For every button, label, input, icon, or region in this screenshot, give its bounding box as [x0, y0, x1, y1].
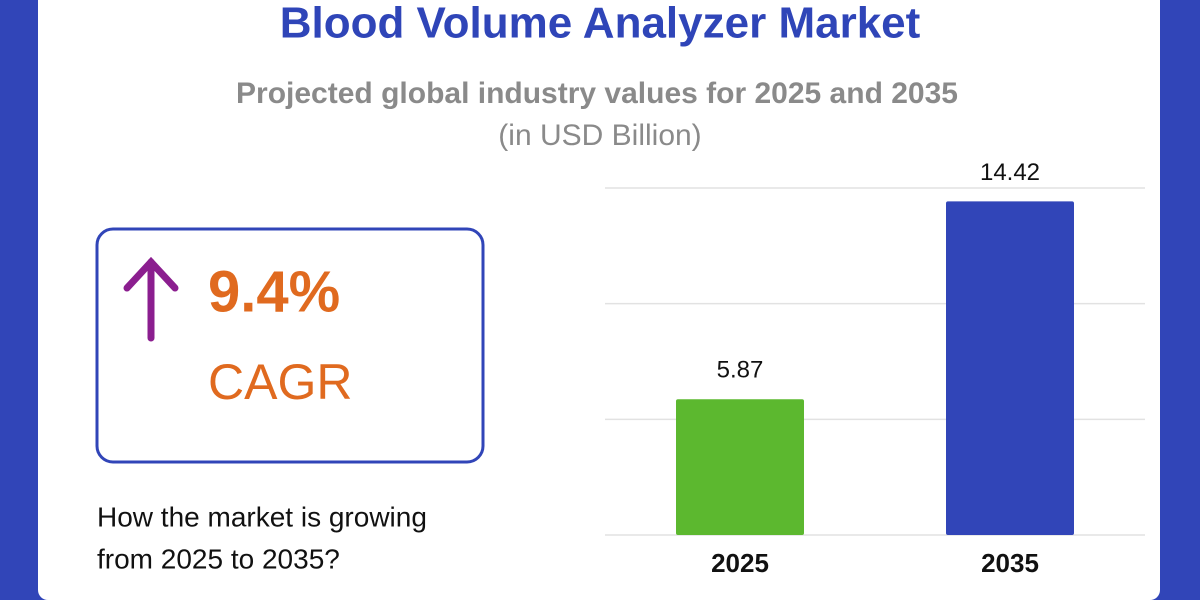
value-label: 14.42 — [980, 159, 1040, 186]
bar — [676, 399, 804, 535]
question-line: How the market is growing — [97, 501, 427, 532]
bar — [946, 201, 1074, 535]
up-arrow — [123, 256, 179, 342]
cagr-value: 9.4% — [208, 259, 340, 324]
unit: (in USD Billion) — [498, 119, 701, 152]
subtitle: Projected global industry values for 202… — [236, 77, 958, 110]
cagr-label: CAGR — [208, 354, 352, 410]
cagr-box — [95, 227, 485, 464]
title: Blood Volume Analyzer Market — [280, 0, 921, 48]
question-line: from 2025 to 2035? — [97, 543, 340, 574]
value-label: 5.87 — [717, 357, 764, 384]
x-tick-label: 2025 — [711, 548, 769, 578]
x-tick-label: 2035 — [981, 548, 1039, 578]
